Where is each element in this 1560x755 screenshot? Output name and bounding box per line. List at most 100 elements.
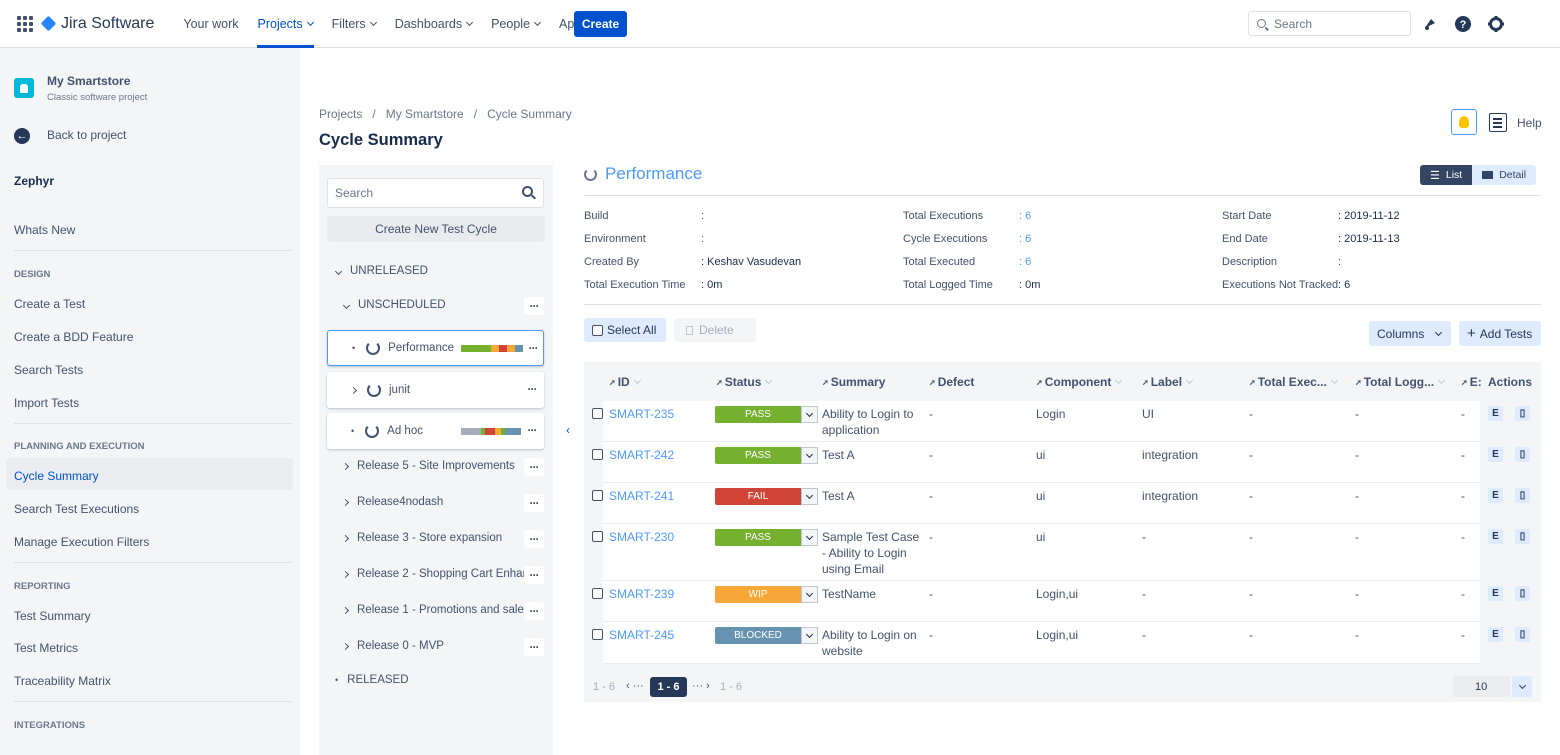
row-checkbox[interactable] xyxy=(592,588,603,599)
tree-node-unreleased[interactable]: UNRELEASED xyxy=(334,265,428,277)
sidebar-item-import-tests[interactable]: Import Tests xyxy=(14,396,80,410)
more-actions-button[interactable]: ··· xyxy=(524,494,544,512)
execution-id-link[interactable]: SMART-245 xyxy=(609,628,675,642)
more-actions-button[interactable]: ··· xyxy=(523,339,543,357)
info-value-link[interactable]: : 6 xyxy=(1019,210,1032,222)
execution-id-link[interactable]: SMART-239 xyxy=(609,587,675,601)
sidebar-item-test-metrics[interactable]: Test Metrics xyxy=(14,641,79,655)
sidebar-item-test-summary[interactable]: Test Summary xyxy=(14,609,91,623)
more-actions-button[interactable]: ··· xyxy=(524,458,544,476)
create-button[interactable]: Create xyxy=(574,11,627,37)
status-dropdown[interactable] xyxy=(801,529,818,546)
col-header-status[interactable]: ➚ Status xyxy=(716,375,773,389)
status-badge[interactable]: PASS xyxy=(715,406,801,423)
breadcrumb-project[interactable]: My Smartstore xyxy=(385,107,464,121)
next-page-icon[interactable]: ··· › xyxy=(692,680,710,692)
col-header-component[interactable]: ➚ Component xyxy=(1036,375,1123,389)
nav-your-work[interactable]: Your work xyxy=(178,0,243,48)
trash-icon[interactable]: ▯ xyxy=(1515,406,1530,421)
tree-version-release0[interactable]: Release 0 - MVP xyxy=(341,640,444,652)
project-header[interactable]: My Smartstore Classic software project xyxy=(14,74,147,103)
execution-id-link[interactable]: SMART-235 xyxy=(609,407,675,421)
status-dropdown[interactable] xyxy=(801,586,818,603)
breadcrumb-projects[interactable]: Projects xyxy=(319,107,363,121)
jira-logo[interactable]: Jira Software xyxy=(40,15,154,33)
more-actions-button[interactable]: ··· xyxy=(524,638,544,656)
status-badge[interactable]: WIP xyxy=(715,586,801,603)
nav-people[interactable]: People xyxy=(486,0,545,48)
execution-id-link[interactable]: SMART-242 xyxy=(609,448,675,462)
tree-version-release4[interactable]: Release4nodash xyxy=(341,496,443,508)
collapse-panel-icon[interactable]: ‹ xyxy=(566,423,570,437)
nav-filters[interactable]: Filters xyxy=(327,0,381,48)
prev-page-icon[interactable]: ‹ ··· xyxy=(626,680,644,692)
row-checkbox[interactable] xyxy=(592,490,603,501)
edit-execution-button[interactable]: E xyxy=(1488,406,1503,421)
status-badge[interactable]: FAIL xyxy=(715,488,801,505)
edit-execution-button[interactable]: E xyxy=(1488,586,1503,601)
global-search-input[interactable]: Search xyxy=(1248,11,1411,36)
col-header-id[interactable]: ➚ ID xyxy=(609,375,641,389)
back-to-project-link[interactable]: ← Back to project xyxy=(14,128,126,144)
cycle-card-performance[interactable]: • Performance ··· xyxy=(327,330,544,366)
sidebar-item-search-tests[interactable]: Search Tests xyxy=(14,363,84,377)
more-actions-button[interactable]: ··· xyxy=(522,421,542,439)
col-header-defect[interactable]: ➚ Defect xyxy=(929,375,974,389)
help-icon[interactable]: ? xyxy=(1454,15,1472,33)
view-detail-button[interactable]: Detail xyxy=(1472,165,1537,185)
trash-icon[interactable]: ▯ xyxy=(1515,529,1530,544)
app-switcher-icon[interactable] xyxy=(17,15,33,32)
col-header-label[interactable]: ➚ Label xyxy=(1142,375,1194,389)
info-value-link[interactable]: : 6 xyxy=(1019,233,1032,245)
tree-search-input[interactable]: Search xyxy=(327,178,544,208)
current-page[interactable]: 1 - 6 xyxy=(650,677,687,697)
edit-execution-button[interactable]: E xyxy=(1488,627,1503,642)
edit-execution-button[interactable]: E xyxy=(1488,488,1503,503)
trash-icon[interactable]: ▯ xyxy=(1515,488,1530,503)
nav-dashboards[interactable]: Dashboards xyxy=(390,0,477,48)
trash-icon[interactable]: ▯ xyxy=(1515,447,1530,462)
col-header-total-logged[interactable]: ➚ Total Logg... xyxy=(1355,375,1446,389)
create-test-cycle-button[interactable]: Create New Test Cycle xyxy=(327,216,545,242)
document-icon[interactable] xyxy=(1489,113,1507,132)
row-checkbox[interactable] xyxy=(592,531,603,542)
notifications-icon[interactable] xyxy=(1421,15,1439,33)
sidebar-item-create-test[interactable]: Create a Test xyxy=(14,297,86,311)
sidebar-item-whats-new[interactable]: Whats New xyxy=(14,223,76,237)
col-header-summary[interactable]: ➚ Summary xyxy=(822,375,885,389)
sidebar-item-manage-filters[interactable]: Manage Execution Filters xyxy=(14,535,150,549)
settings-gear-icon[interactable] xyxy=(1487,15,1505,33)
status-dropdown[interactable] xyxy=(801,447,818,464)
row-checkbox[interactable] xyxy=(592,629,603,640)
sidebar-item-create-bdd[interactable]: Create a BDD Feature xyxy=(14,330,134,344)
view-list-button[interactable]: ☰ List xyxy=(1420,165,1473,185)
info-value-link[interactable]: : 6 xyxy=(1019,256,1032,268)
col-header-e[interactable]: ➚ E: xyxy=(1461,375,1481,389)
delete-button[interactable]: Delete xyxy=(674,318,756,342)
row-checkbox[interactable] xyxy=(592,449,603,460)
sidebar-item-cycle-summary[interactable]: Cycle Summary xyxy=(14,469,99,483)
tree-version-release2[interactable]: Release 2 - Shopping Cart Enhan... xyxy=(341,568,539,580)
lightbulb-icon[interactable] xyxy=(1451,109,1477,135)
trash-icon[interactable]: ▯ xyxy=(1515,627,1530,642)
more-actions-button[interactable]: ··· xyxy=(524,602,544,620)
status-badge[interactable]: BLOCKED xyxy=(715,627,801,644)
trash-icon[interactable]: ▯ xyxy=(1515,586,1530,601)
execution-id-link[interactable]: SMART-241 xyxy=(609,489,675,503)
more-actions-button[interactable]: ··· xyxy=(522,380,542,398)
select-all-button[interactable]: Select All xyxy=(584,318,666,342)
more-actions-button[interactable]: ··· xyxy=(524,297,544,315)
add-tests-button[interactable]: + Add Tests xyxy=(1459,321,1541,346)
more-actions-button[interactable]: ··· xyxy=(524,566,544,584)
tree-version-release5[interactable]: Release 5 - Site Improvements xyxy=(341,460,515,472)
tree-node-released[interactable]: • RELEASED xyxy=(335,674,409,686)
cycle-card-junit[interactable]: junit ··· xyxy=(327,372,544,408)
col-header-total-exec[interactable]: ➚ Total Exec... xyxy=(1249,375,1338,389)
tree-node-unscheduled[interactable]: UNSCHEDULED xyxy=(342,299,446,311)
execution-id-link[interactable]: SMART-230 xyxy=(609,530,675,544)
breadcrumb-current[interactable]: Cycle Summary xyxy=(487,107,572,121)
edit-execution-button[interactable]: E xyxy=(1488,447,1503,462)
status-badge[interactable]: PASS xyxy=(715,529,801,546)
more-actions-button[interactable]: ··· xyxy=(524,530,544,548)
tree-version-release1[interactable]: Release 1 - Promotions and sales xyxy=(341,604,530,616)
